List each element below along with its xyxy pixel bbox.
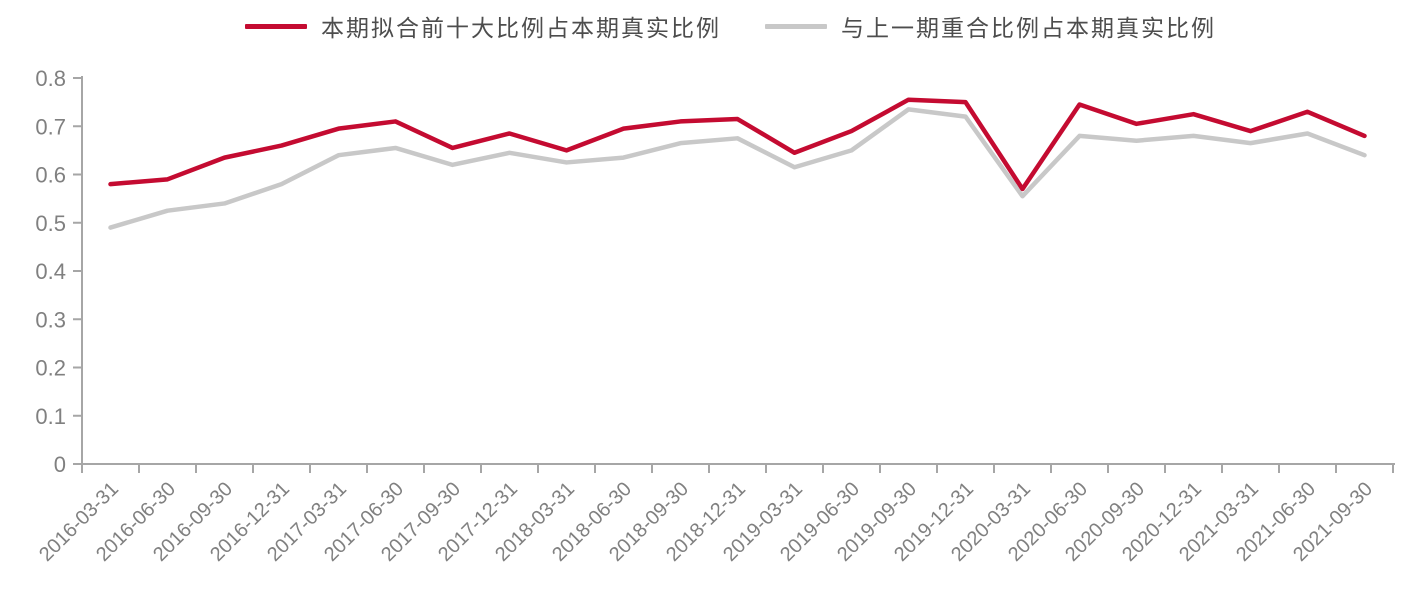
y-tick-label: 0.1 <box>35 404 66 429</box>
legend-label-fitted-top10: 本期拟合前十大比例占本期真实比例 <box>321 16 721 42</box>
legend-item-fitted-top10: 本期拟合前十大比例占本期真实比例 <box>245 8 721 44</box>
y-tick-label: 0 <box>54 452 66 477</box>
legend-label-overlap-prev: 与上一期重合比例占本期真实比例 <box>841 16 1216 42</box>
chart-legend: 本期拟合前十大比例占本期真实比例 与上一期重合比例占本期真实比例 <box>0 8 1401 44</box>
y-tick-label: 0.7 <box>35 114 66 139</box>
legend-swatch-red-line <box>245 23 307 29</box>
y-tick-label: 0.6 <box>35 163 66 188</box>
y-tick-label: 0.5 <box>35 211 66 236</box>
y-tick-label: 0.3 <box>35 307 66 332</box>
legend-swatch-gray-line <box>765 23 827 29</box>
series-line-fitted-top10 <box>108 97 1367 192</box>
y-tick-label: 0.2 <box>35 356 66 381</box>
legend-item-overlap-prev: 与上一期重合比例占本期真实比例 <box>765 8 1216 44</box>
y-tick-label: 0.8 <box>35 66 66 91</box>
series-line-overlap-prev <box>108 107 1367 230</box>
y-tick-label: 0.4 <box>35 259 66 284</box>
